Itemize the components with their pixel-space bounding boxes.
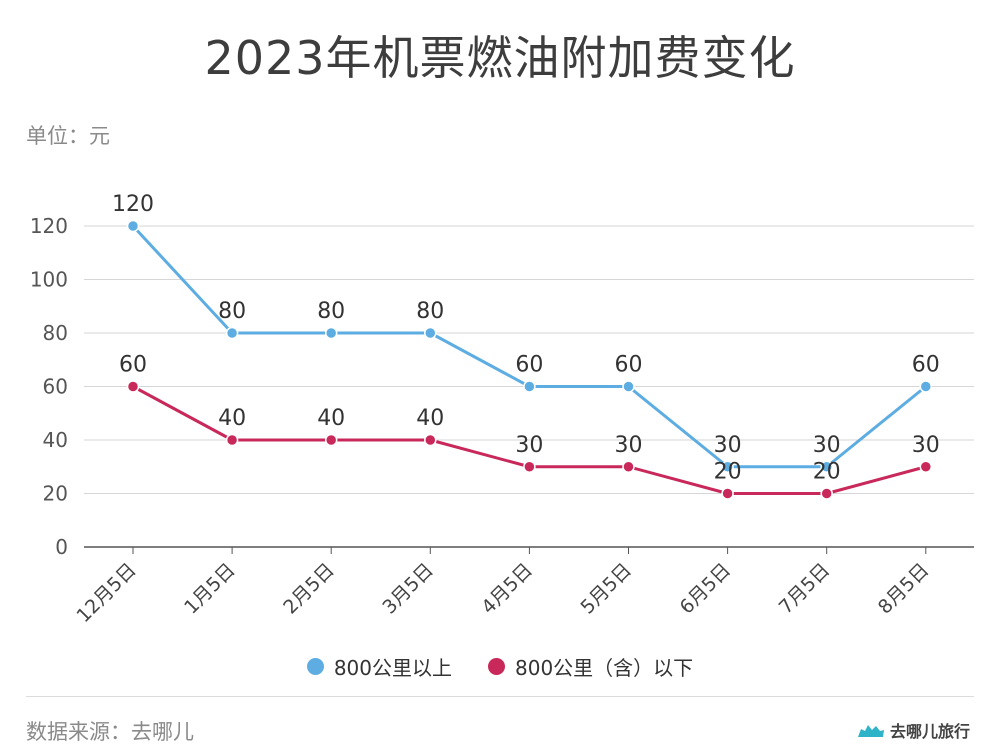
x-tick-label: 1月5日 xyxy=(180,559,240,619)
data-point-series-1 xyxy=(324,326,338,340)
x-tick-label: 2月5日 xyxy=(279,559,339,619)
data-label-series-2: 30 xyxy=(515,433,543,458)
data-label-series-2: 40 xyxy=(416,406,444,431)
data-point-series-2 xyxy=(324,433,338,447)
x-tick-label: 7月5日 xyxy=(775,559,835,619)
y-tick-label: 100 xyxy=(30,268,68,292)
brand-name: 去哪儿旅行 xyxy=(889,722,970,741)
legend-label-series-1: 800公里以上 xyxy=(333,656,452,680)
data-point-series-2 xyxy=(424,433,437,447)
y-tick-label: 20 xyxy=(43,482,68,506)
x-tick-label: 8月5日 xyxy=(874,559,934,619)
y-tick-label: 0 xyxy=(55,535,68,559)
data-point-series-2 xyxy=(721,487,734,500)
data-label-series-2: 40 xyxy=(218,406,246,431)
data-label-series-2: 20 xyxy=(813,460,841,485)
x-tick-label: 3月5日 xyxy=(378,559,438,619)
y-tick-label: 80 xyxy=(43,321,68,345)
legend-item-series-2[interactable]: 800公里（含）以下 xyxy=(488,652,693,681)
series-lines xyxy=(126,219,933,500)
y-tick-label: 60 xyxy=(43,375,68,399)
chart-title: 2023年机票燃油附加费变化 xyxy=(204,31,796,85)
brand-logo: 去哪儿旅行 xyxy=(856,718,970,742)
data-point-series-2 xyxy=(820,487,833,500)
data-label-series-2: 20 xyxy=(714,460,742,485)
series-line-1 xyxy=(131,224,927,469)
data-label-series-1: 80 xyxy=(416,299,444,324)
data-point-series-1 xyxy=(622,380,635,393)
data-label-series-1: 60 xyxy=(912,353,940,378)
data-point-series-2 xyxy=(622,460,635,473)
x-tick-label: 6月5日 xyxy=(676,559,736,619)
y-tick-label: 40 xyxy=(43,428,68,452)
data-point-series-2 xyxy=(919,460,933,473)
footer-divider xyxy=(26,696,974,697)
x-tick-label: 5月5日 xyxy=(577,559,637,619)
data-point-series-1 xyxy=(424,326,437,340)
x-tick-label: 12月5日 xyxy=(72,559,140,627)
data-label-series-1: 80 xyxy=(218,299,246,324)
source-note: 数据来源：去哪儿 xyxy=(26,720,194,744)
data-label-series-1: 30 xyxy=(714,433,742,458)
data-label-series-1: 80 xyxy=(317,299,345,324)
data-point-series-2 xyxy=(225,433,239,447)
data-point-series-2 xyxy=(126,380,140,393)
camel-icon xyxy=(857,725,884,737)
legend: 800公里以上 800公里（含）以下 xyxy=(0,652,1000,681)
legend-marker-series-2 xyxy=(488,658,505,675)
data-label-series-1: 120 xyxy=(112,192,154,217)
y-tick-label: 120 xyxy=(30,214,68,238)
line-chart: 0 20 40 60 80 100 120 12月5日 1月5日 2月5日 3月5日 4月5日 5月5日… xyxy=(30,192,974,627)
data-point-series-2 xyxy=(523,460,536,473)
data-point-series-1 xyxy=(820,460,833,473)
legend-label-series-2: 800公里（含）以下 xyxy=(515,656,694,680)
data-label-series-2: 60 xyxy=(119,353,147,378)
data-label-series-1: 60 xyxy=(615,353,643,378)
data-label-series-1: 30 xyxy=(813,433,841,458)
data-point-series-1 xyxy=(126,219,140,233)
data-label-series-2: 30 xyxy=(615,433,643,458)
data-point-series-1 xyxy=(721,460,734,473)
axes: 0 20 40 60 80 100 120 12月5日 1月5日 2月5日 3月5日 4月5日 5月5日… xyxy=(30,214,974,627)
x-tick-label: 4月5日 xyxy=(477,559,537,619)
data-label-series-2: 40 xyxy=(317,406,345,431)
legend-marker-series-1 xyxy=(306,658,324,675)
unit-label: 单位：元 xyxy=(26,124,110,148)
data-label-series-2: 30 xyxy=(912,433,940,458)
data-label-series-1: 60 xyxy=(515,353,543,378)
data-point-series-1 xyxy=(523,380,536,393)
data-point-series-1 xyxy=(225,326,239,340)
data-point-series-1 xyxy=(919,380,933,393)
legend-item-series-1[interactable]: 800公里以上 xyxy=(306,652,452,681)
